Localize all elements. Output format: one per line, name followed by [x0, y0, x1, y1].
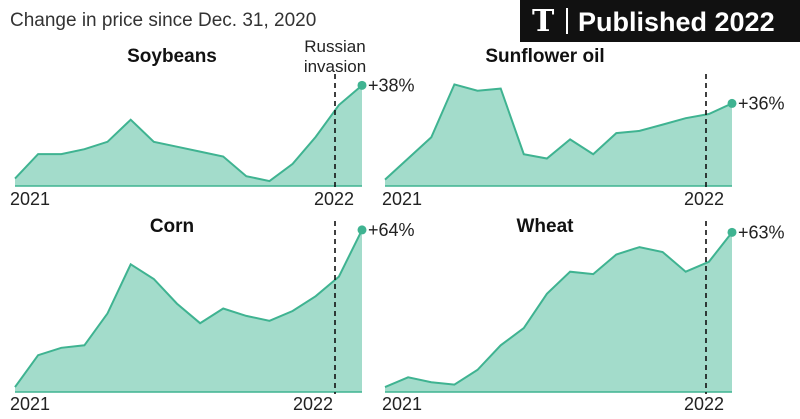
end-value-label-1: +36%	[738, 93, 785, 113]
x-tick-label-0-0: 2021	[10, 189, 50, 209]
x-tick-label-0-1: 2022	[314, 189, 354, 209]
series-line-2	[14, 229, 363, 388]
x-tick-label-2-0: 2021	[10, 394, 50, 414]
published-badge: T Published 2022	[520, 0, 800, 42]
badge-label: Published 2022	[578, 7, 775, 37]
panel-title-2: Corn	[150, 216, 194, 237]
end-value-label-3: +63%	[738, 222, 785, 242]
chart-panel-2: +64% Corn 2021 2022	[10, 216, 415, 414]
x-tick-label-3-1: 2022	[684, 394, 724, 414]
x-tick-label-1-1: 2022	[684, 189, 724, 209]
panel-title-3: Wheat	[517, 216, 575, 237]
area-fill-2	[15, 229, 362, 392]
area-fill-0	[15, 85, 362, 186]
x-tick-label-2-1: 2022	[293, 394, 333, 414]
chart-panel-3: +63% Wheat 2021 2022	[382, 216, 785, 414]
series-line-3	[384, 231, 733, 389]
end-point-1	[727, 98, 737, 108]
end-point-2	[357, 225, 367, 235]
end-point-0	[357, 80, 367, 90]
area-fill-3	[385, 232, 732, 392]
x-tick-label-3-0: 2021	[382, 394, 422, 414]
end-value-label-0: +38%	[368, 75, 415, 95]
series-line-0	[14, 84, 363, 183]
panel-title-0: Soybeans	[127, 46, 217, 67]
end-value-label-2: +64%	[368, 220, 415, 240]
end-point-3	[727, 227, 737, 237]
nyt-logo-icon: T	[532, 4, 555, 39]
badge-divider	[566, 8, 568, 34]
annotation-invasion: invasion	[304, 57, 366, 76]
chart-panel-1: +36% Sunflower oil 2021 2022	[382, 46, 785, 209]
chart-subtitle: Change in price since Dec. 31, 2020	[10, 10, 316, 31]
series-line-1	[384, 83, 733, 181]
annotation-russian: Russian	[304, 37, 365, 56]
x-tick-label-1-0: 2021	[382, 189, 422, 209]
area-fill-1	[385, 84, 732, 186]
panel-title-1: Sunflower oil	[485, 46, 604, 67]
chart-panel-0: +38% Soybeans 2021 2022	[10, 46, 415, 209]
